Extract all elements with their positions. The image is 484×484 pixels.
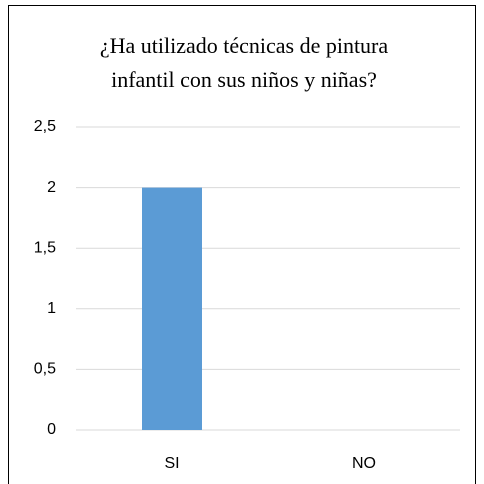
y-tick-label: 1 xyxy=(47,300,56,317)
x-tick-label: NO xyxy=(352,455,376,472)
y-tick-label: 0 xyxy=(47,421,56,438)
y-tick-label: 1,5 xyxy=(34,239,56,256)
chart-title: infantil con sus niños y niñas? xyxy=(111,67,377,92)
y-tick-label: 0,5 xyxy=(34,361,56,378)
y-tick-label: 2,5 xyxy=(34,118,56,135)
chart-border xyxy=(8,5,476,484)
x-tick-label: SI xyxy=(164,455,179,472)
y-tick-label: 2 xyxy=(47,179,56,196)
bar xyxy=(142,187,202,430)
chart-title: ¿Ha utilizado técnicas de pintura xyxy=(100,33,389,58)
